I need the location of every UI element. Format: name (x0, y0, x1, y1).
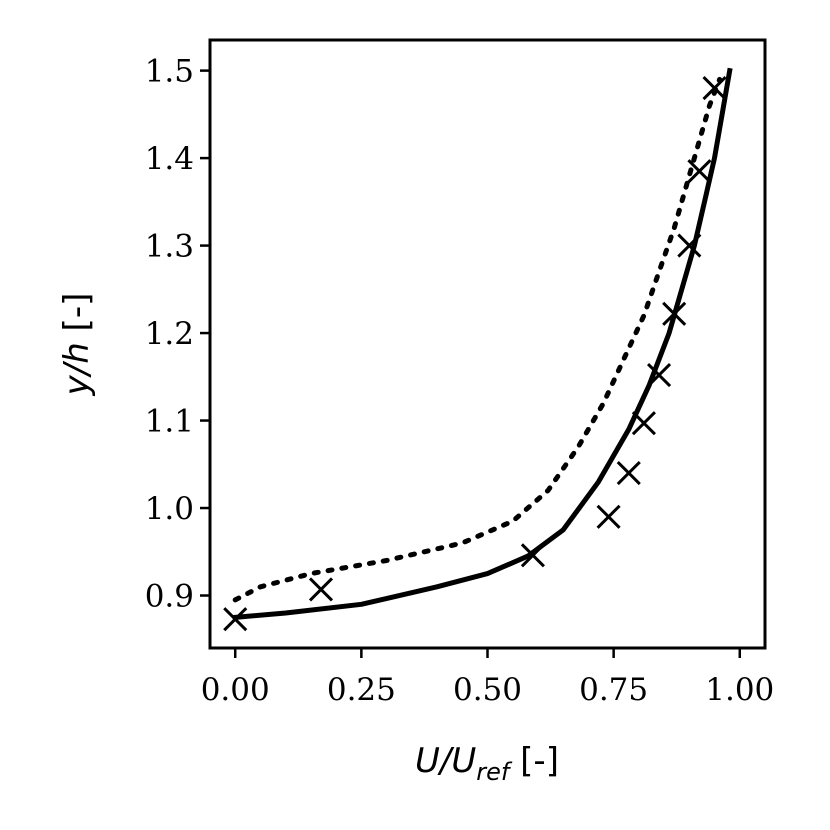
data-point-marker (308, 577, 334, 602)
data-point-marker (702, 76, 727, 101)
y-axis-ticks: 0.9 1.0 1.1 1.2 1.3 1.4 1.5 (145, 54, 210, 615)
plot-area (223, 67, 733, 632)
y-tick-label: 1.1 (145, 404, 194, 440)
y-axis-label: y/h [-] (57, 293, 97, 397)
x-tick-label: 0.75 (579, 672, 648, 708)
data-point-marker (223, 607, 248, 632)
x-axis-label-main: U/U (415, 741, 476, 781)
y-tick-label: 1.3 (145, 229, 194, 265)
y-axis-label-unit: [-] (57, 293, 97, 343)
x-tick-label: 0.00 (201, 672, 270, 708)
data-point-marker (596, 504, 621, 529)
x-tick-label: 1.00 (705, 672, 774, 708)
y-tick-label: 1.0 (145, 491, 194, 527)
dotted-series-line (232, 76, 723, 603)
y-tick-label: 0.9 (145, 579, 194, 615)
x-tick-label: 0.25 (327, 672, 396, 708)
data-point-marker (687, 159, 712, 184)
x-axis-ticks: 0.00 0.25 0.50 0.75 1.00 (201, 648, 774, 708)
data-point-marker (646, 362, 672, 388)
y-axis-label-main: y/h (57, 342, 97, 396)
y-tick-label: 1.4 (145, 141, 194, 177)
data-point-marker (616, 460, 641, 486)
x-tick-label: 0.50 (453, 672, 522, 708)
series-markers (223, 76, 727, 632)
data-point-marker (677, 233, 702, 258)
x-axis-label: U/Uref [-] (415, 741, 559, 786)
data-point-marker (631, 411, 656, 436)
y-tick-label: 1.2 (145, 316, 194, 352)
x-axis-label-unit: [-] (509, 741, 559, 781)
solid-series-line (232, 67, 733, 621)
data-point-marker (662, 301, 687, 326)
axes-frame (208, 38, 767, 650)
y-tick-label: 1.5 (145, 54, 194, 90)
data-point-marker (520, 543, 545, 568)
x-axis-label-sub: ref (476, 758, 513, 786)
